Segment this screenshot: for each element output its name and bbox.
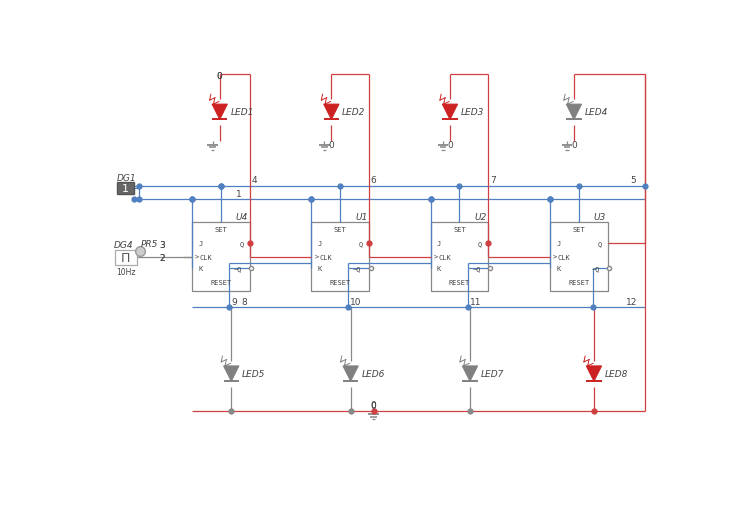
Text: 12: 12 [626, 297, 637, 306]
Text: CLK: CLK [319, 254, 332, 260]
Text: 0: 0 [571, 141, 577, 150]
Text: U3: U3 [594, 213, 606, 221]
Text: 3: 3 [159, 241, 165, 250]
Text: 0: 0 [217, 72, 222, 81]
Bar [311, 222, 369, 292]
Polygon shape [463, 366, 477, 382]
Text: 2: 2 [159, 253, 165, 262]
Text: Π: Π [121, 251, 131, 264]
Text: K: K [318, 266, 321, 272]
Text: 11: 11 [469, 297, 481, 306]
Text: LED8: LED8 [605, 370, 628, 378]
Polygon shape [224, 366, 239, 382]
Text: DG4: DG4 [115, 240, 134, 249]
Text: ~Q: ~Q [472, 266, 481, 272]
Text: SET: SET [334, 227, 347, 233]
Text: 6: 6 [371, 176, 377, 185]
Text: 0: 0 [371, 400, 377, 409]
Text: SET: SET [214, 227, 228, 233]
Text: U2: U2 [474, 213, 487, 221]
Bar [115, 250, 137, 266]
Text: Q: Q [597, 241, 602, 247]
Text: 0: 0 [329, 141, 334, 150]
Text: SET: SET [573, 227, 585, 233]
Text: PR5: PR5 [140, 240, 158, 248]
Text: >: > [314, 254, 319, 260]
Text: >: > [434, 254, 438, 260]
Text: RESET: RESET [211, 279, 231, 286]
Text: 0: 0 [447, 141, 453, 150]
Text: SET: SET [453, 227, 466, 233]
Text: 1: 1 [122, 184, 129, 193]
Text: K: K [437, 266, 441, 272]
Text: RESET: RESET [568, 279, 590, 286]
Text: 4: 4 [251, 176, 257, 185]
Text: 5: 5 [630, 176, 636, 185]
Polygon shape [212, 105, 228, 120]
Text: U4: U4 [236, 213, 248, 221]
Text: LED4: LED4 [585, 108, 608, 117]
Bar [550, 222, 607, 292]
Text: LED3: LED3 [460, 108, 484, 117]
Text: LED6: LED6 [361, 370, 385, 378]
Text: J: J [437, 241, 441, 247]
Text: >: > [195, 254, 200, 260]
Text: RESET: RESET [449, 279, 470, 286]
Text: RESET: RESET [330, 279, 351, 286]
Text: LED7: LED7 [481, 370, 504, 378]
Text: LED1: LED1 [231, 108, 254, 117]
Polygon shape [343, 366, 358, 382]
Bar [192, 222, 250, 292]
Text: J: J [198, 241, 202, 247]
Text: ~Q: ~Q [234, 266, 242, 272]
Text: 7: 7 [490, 176, 496, 185]
Text: LED5: LED5 [242, 370, 265, 378]
Polygon shape [586, 366, 602, 382]
Polygon shape [442, 105, 457, 120]
Text: K: K [556, 266, 560, 272]
Text: Q: Q [358, 241, 363, 247]
Text: 2: 2 [159, 253, 165, 262]
Polygon shape [566, 105, 582, 120]
Text: CLK: CLK [200, 254, 213, 260]
Text: DG1: DG1 [117, 174, 136, 182]
Text: 9: 9 [231, 297, 237, 306]
Text: U1: U1 [355, 213, 367, 221]
Text: LED2: LED2 [342, 108, 366, 117]
Text: 0: 0 [217, 72, 222, 81]
Text: J: J [556, 241, 560, 247]
Text: 10: 10 [350, 297, 362, 306]
Text: 0: 0 [371, 401, 377, 410]
Bar [431, 222, 488, 292]
Bar [118, 183, 134, 195]
Text: Q: Q [478, 241, 483, 247]
Text: J: J [318, 241, 321, 247]
Text: Q: Q [239, 241, 244, 247]
Polygon shape [324, 105, 339, 120]
Text: CLK: CLK [438, 254, 452, 260]
Text: 3: 3 [159, 241, 165, 250]
Text: K: K [198, 266, 202, 272]
Text: 10Hz: 10Hz [116, 267, 135, 276]
Text: 8: 8 [242, 297, 248, 306]
Text: 1: 1 [236, 189, 242, 199]
Text: ~Q: ~Q [592, 266, 600, 272]
Text: ~Q: ~Q [353, 266, 361, 272]
Text: CLK: CLK [558, 254, 571, 260]
Text: >: > [554, 254, 557, 260]
